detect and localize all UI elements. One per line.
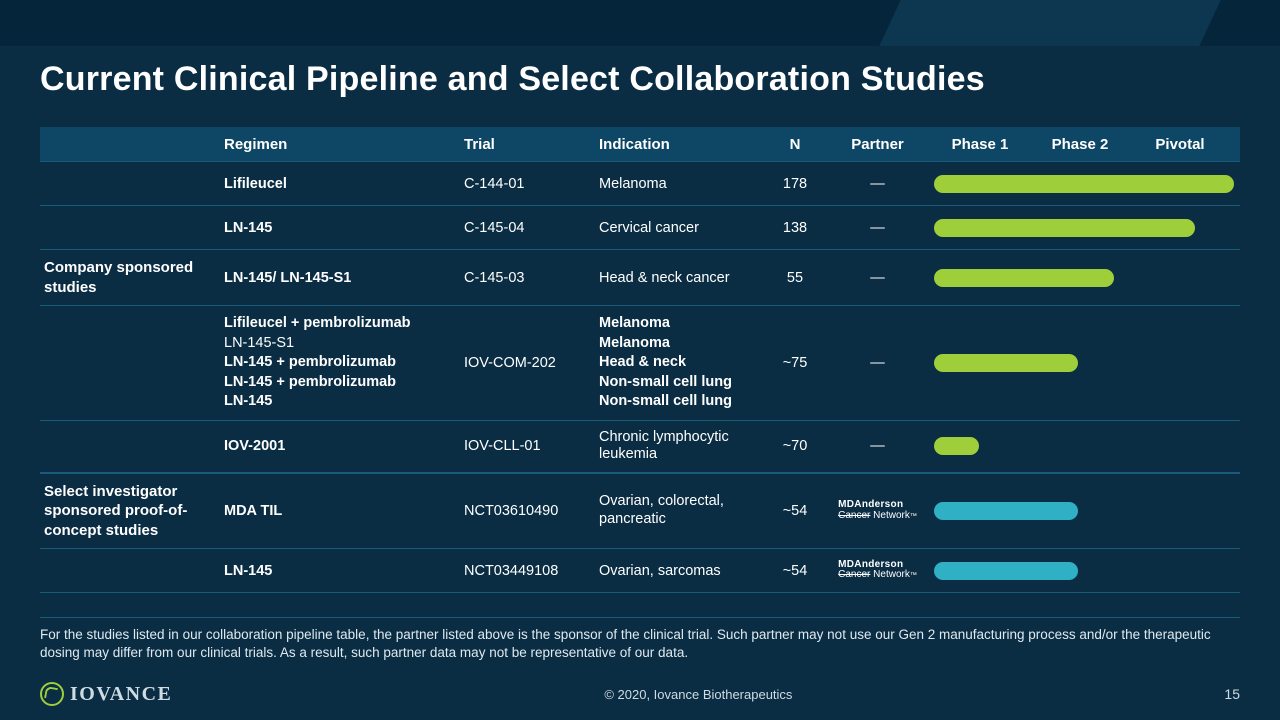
copyright-text: © 2020, Iovance Biotherapeutics: [604, 687, 792, 702]
table-header-row: Regimen Trial Indication N Partner Phase…: [40, 127, 1240, 161]
cell-n: 138: [765, 220, 825, 236]
slide-content: Current Clinical Pipeline and Select Col…: [0, 0, 1280, 720]
logo-mark-icon: [40, 682, 64, 706]
phase-bar: [934, 437, 979, 455]
cell-trial: IOV-COM-202: [460, 355, 595, 371]
header-regimen: Regimen: [220, 136, 460, 153]
phase-bar-track: [934, 354, 1234, 372]
table-row: LN-145NCT03449108Ovarian, sarcomas~54 MDA…: [40, 549, 1240, 593]
cell-indication: Head & neck cancer: [595, 270, 765, 286]
phase-bar-cell: [930, 219, 1230, 237]
phase-bar-track: [934, 219, 1234, 237]
logo-text: IOVANCE: [70, 683, 172, 706]
cell-n: ~54: [765, 563, 825, 579]
cell-regimen: IOV-2001: [220, 438, 460, 454]
cell-indication: Cervical cancer: [595, 220, 765, 236]
cell-indication: Ovarian, sarcomas: [595, 563, 765, 579]
cell-regimen: LN-145/ LN-145-S1: [220, 270, 460, 286]
cell-trial: NCT03449108: [460, 563, 595, 579]
header-indication: Indication: [595, 136, 765, 153]
cell-trial: IOV-CLL-01: [460, 438, 595, 454]
table-row: Lifileucel + pembrolizumabLN-145-S1LN-14…: [40, 306, 1240, 421]
cell-regimen: MDA TIL: [220, 503, 460, 519]
table-body: LifileucelC-144-01Melanoma178—LN-145C-14…: [40, 161, 1240, 593]
phase-bar-track: [934, 562, 1234, 580]
cell-n: ~75: [765, 355, 825, 371]
header-pivotal: Pivotal: [1130, 136, 1230, 153]
cell-trial: C-145-03: [460, 270, 595, 286]
phase-bar-track: [934, 437, 1234, 455]
cell-trial: C-145-04: [460, 220, 595, 236]
page-title: Current Clinical Pipeline and Select Col…: [40, 60, 1240, 99]
phase-bar: [934, 502, 1078, 520]
partner-logo: MDAndersonCancer Network™: [838, 560, 917, 581]
footer: IOVANCE © 2020, Iovance Biotherapeutics …: [40, 682, 1240, 706]
phase-bar-cell: [930, 175, 1230, 193]
phase-bar: [934, 354, 1078, 372]
phase-bar-track: [934, 175, 1234, 193]
group-label: Select investigator sponsored proof-of-c…: [40, 482, 220, 541]
group-label: Company sponsored studies: [40, 258, 220, 297]
table-row: LN-145C-145-04Cervical cancer138—: [40, 206, 1240, 250]
cell-trial: NCT03610490: [460, 503, 595, 519]
cell-n: ~54: [765, 503, 825, 519]
table-row: Select investigator sponsored proof-of-c…: [40, 473, 1240, 550]
partner-logo: MDAndersonCancer Network™: [838, 500, 917, 521]
cell-partner: —: [825, 355, 930, 371]
header-n: N: [765, 136, 825, 153]
cell-partner: —: [825, 270, 930, 286]
cell-regimen: Lifileucel: [220, 176, 460, 192]
phase-bar: [934, 175, 1234, 193]
cell-partner: MDAndersonCancer Network™: [825, 560, 930, 582]
phase-bar: [934, 219, 1195, 237]
table-row: IOV-2001IOV-CLL-01Chronic lymphocytic le…: [40, 421, 1240, 473]
cell-indication: Chronic lymphocytic leukemia: [595, 429, 765, 464]
cell-trial: C-144-01: [460, 176, 595, 192]
phase-bar: [934, 269, 1114, 287]
header-trial: Trial: [460, 136, 595, 153]
cell-indication: Ovarian, colorectal, pancreatic: [595, 493, 765, 528]
cell-partner: —: [825, 176, 930, 192]
cell-indication: Melanoma: [595, 176, 765, 192]
table-row: Company sponsored studiesLN-145/ LN-145-…: [40, 250, 1240, 306]
cell-partner: —: [825, 438, 930, 454]
footnote-text: For the studies listed in our collaborat…: [40, 617, 1240, 662]
cell-partner: MDAndersonCancer Network™: [825, 500, 930, 522]
pipeline-table: Regimen Trial Indication N Partner Phase…: [40, 127, 1240, 593]
cell-regimen: LN-145: [220, 563, 460, 579]
phase-bar-cell: [930, 562, 1230, 580]
header-phase1: Phase 1: [930, 136, 1030, 153]
phase-bar-cell: [930, 502, 1230, 520]
phase-bar-cell: [930, 269, 1230, 287]
header-phase2: Phase 2: [1030, 136, 1130, 153]
cell-regimen: Lifileucel + pembrolizumabLN-145-S1LN-14…: [220, 314, 460, 412]
header-partner: Partner: [825, 136, 930, 153]
cell-indication: MelanomaMelanomaHead & neckNon-small cel…: [595, 314, 765, 412]
phase-bar-cell: [930, 354, 1230, 372]
cell-n: 55: [765, 270, 825, 286]
cell-n: 178: [765, 176, 825, 192]
page-number: 15: [1224, 686, 1240, 702]
cell-n: ~70: [765, 438, 825, 454]
table-row: LifileucelC-144-01Melanoma178—: [40, 162, 1240, 206]
phase-bar-track: [934, 502, 1234, 520]
phase-bar: [934, 562, 1078, 580]
cell-partner: —: [825, 220, 930, 236]
company-logo: IOVANCE: [40, 682, 172, 706]
phase-bar-cell: [930, 437, 1230, 455]
phase-bar-track: [934, 269, 1234, 287]
cell-regimen: LN-145: [220, 220, 460, 236]
